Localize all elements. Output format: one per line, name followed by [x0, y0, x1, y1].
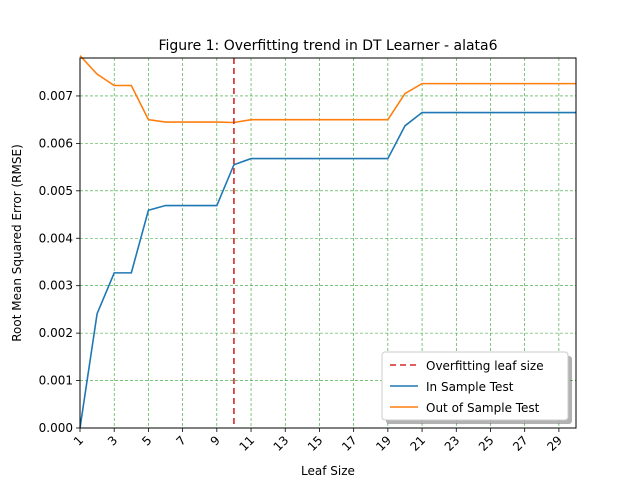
legend-label-in-sample: In Sample Test — [426, 380, 514, 394]
y-tick-label: 0.004 — [39, 231, 73, 245]
y-tick-label: 0.002 — [39, 326, 73, 340]
chart-title: Figure 1: Overfitting trend in DT Learne… — [158, 38, 497, 54]
in-sample-line — [79, 111, 576, 429]
legend-label-overfitting: Overfitting leaf size — [426, 359, 544, 373]
y-axis-label: Root Mean Squared Error (RMSE) — [10, 144, 24, 342]
out-of-sample-line — [79, 55, 576, 124]
y-axis-ticks: 0.000 0.001 0.002 0.003 0.004 0.005 0.006 0.007 — [39, 89, 80, 435]
y-tick-label: 0.003 — [39, 279, 73, 293]
y-tick-label: 0.000 — [39, 421, 73, 435]
y-tick-label: 0.001 — [39, 374, 73, 388]
y-tick-label: 0.005 — [39, 184, 73, 198]
legend-box — [381, 351, 569, 421]
legend-label-out-of-sample: Out of Sample Test — [426, 401, 540, 415]
legend: Overfitting leaf size In Sample Test Out… — [381, 351, 572, 424]
y-tick-label: 0.006 — [39, 136, 73, 150]
plot-frame — [79, 57, 577, 429]
y-tick-label: 0.007 — [39, 89, 73, 103]
series-lines — [79, 55, 576, 429]
x-axis-label: Leaf Size — [301, 464, 355, 478]
